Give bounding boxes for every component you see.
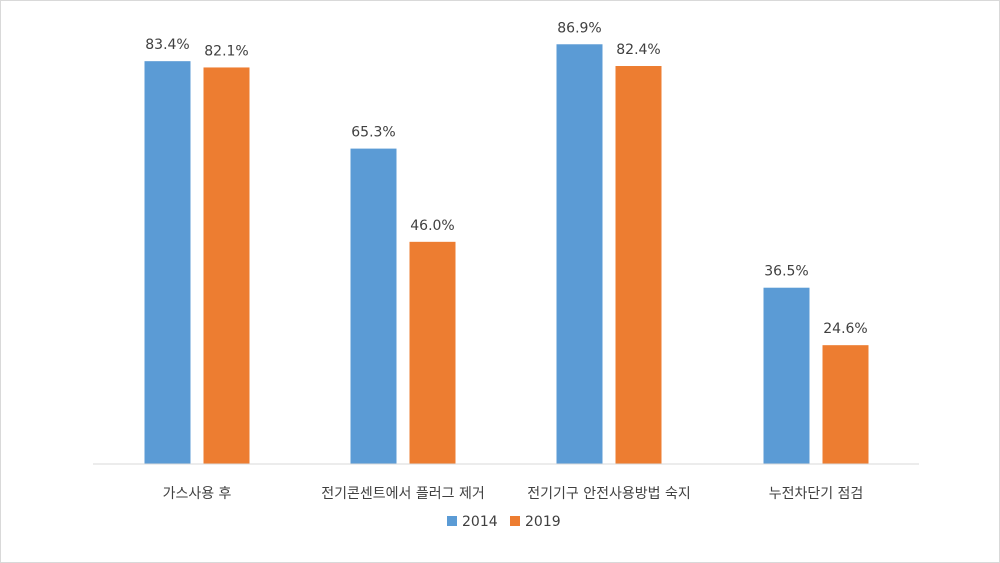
category-label-3: 누전차단기 점검 [769, 486, 864, 502]
legend-swatch-2014 [447, 516, 457, 526]
data-label-2014-1: 65.3% [351, 125, 395, 141]
bar-2019-0 [203, 67, 250, 464]
legend-label-2019: 2019 [525, 514, 561, 530]
data-label-2019-0: 82.1% [204, 43, 248, 59]
category-labels-group: 가스사용 후 전기콘센트에서 플러그 제거 전기기구 안전사용방법 숙지 누전차단기 … [163, 486, 864, 502]
bar-2014-1 [350, 148, 397, 464]
data-label-2019-1: 46.0% [410, 218, 454, 234]
bar-2019-1 [409, 241, 456, 464]
data-label-2014-2: 86.9% [557, 20, 601, 36]
category-label-0: 가스사용 후 [163, 486, 232, 502]
legend-swatch-2019 [510, 516, 520, 526]
data-label-2014-3: 36.5% [764, 264, 808, 280]
data-label-2014-0: 83.4% [145, 37, 189, 53]
bar-2019-3 [822, 345, 869, 464]
bar-2014-0 [144, 61, 191, 464]
bar-2014-3 [763, 287, 810, 464]
bars-group [144, 44, 869, 465]
data-label-2019-3: 24.6% [823, 321, 867, 337]
data-labels-group: 83.4% 82.1% 65.3% 46.0% 86.9% 82.4% 36.5% 24.6% [145, 20, 867, 337]
legend-label-2014: 2014 [462, 514, 498, 530]
legend: 2014 2019 [447, 514, 561, 530]
bar-2014-2 [556, 44, 603, 464]
data-label-2019-2: 82.4% [616, 42, 660, 58]
category-label-2: 전기기구 안전사용방법 숙지 [527, 486, 690, 502]
category-label-1: 전기콘센트에서 플러그 제거 [321, 486, 484, 502]
bar-2019-2 [615, 66, 662, 465]
